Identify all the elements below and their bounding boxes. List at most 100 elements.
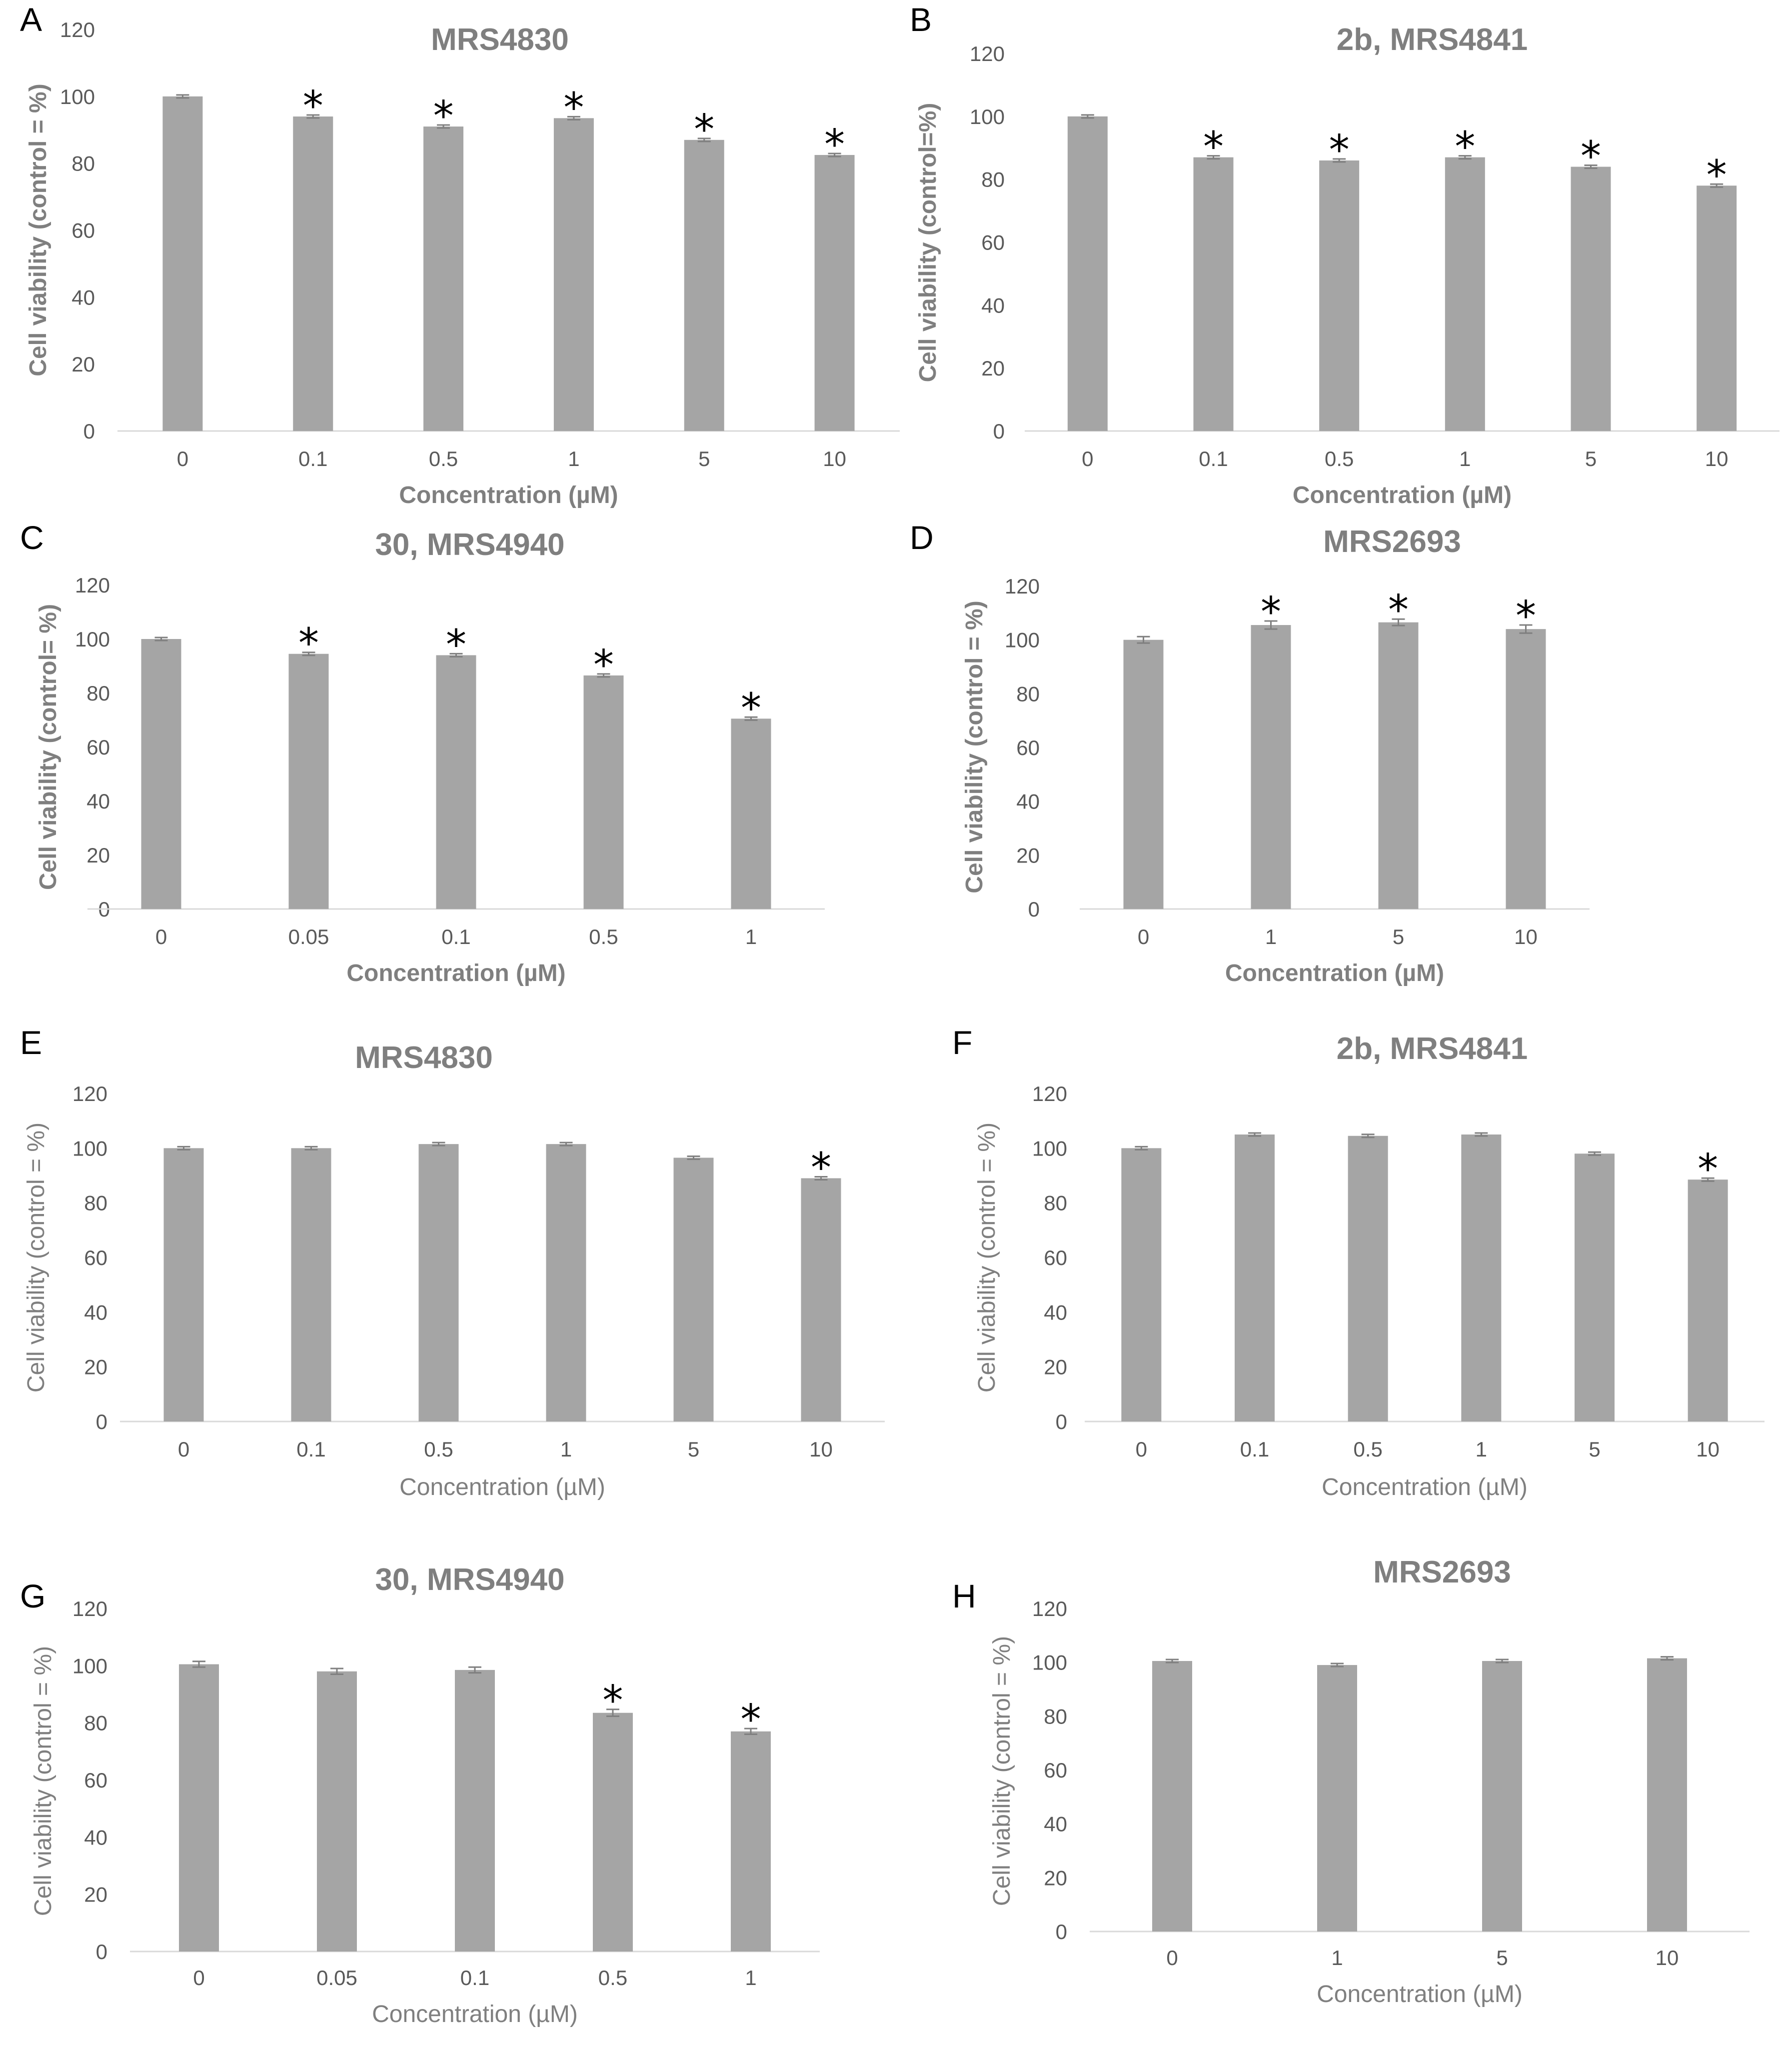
y-tick-label: 100 <box>1005 628 1040 652</box>
x-axis-title: Concentration (µM) <box>399 482 618 508</box>
chart-panel-b: B 2b, MRS4841 0 20 40 60 80 100 120 0 * 0.1 * 0.5 * 1 * 5… <box>910 1 1780 508</box>
x-tick-label: 0.1 <box>1199 447 1228 470</box>
y-tick-label: 100 <box>970 105 1005 128</box>
bar <box>1121 1148 1162 1422</box>
bar <box>163 1148 204 1422</box>
bar <box>1571 166 1611 431</box>
y-axis-title: Cell viability (control = %) <box>989 1636 1015 1906</box>
bar <box>1251 625 1291 909</box>
bar <box>1152 1660 1192 1932</box>
x-tick-label: 0 <box>178 1438 189 1461</box>
chart-title: MRS4830 <box>431 22 569 57</box>
y-tick-label: 0 <box>96 1410 107 1434</box>
bar <box>1378 622 1419 909</box>
error-bar <box>1137 636 1150 644</box>
chart-title: 30, MRS4940 <box>375 1562 564 1597</box>
y-tick-label: 60 <box>84 1246 107 1270</box>
y-tick-label: 60 <box>1016 736 1040 760</box>
error-bar <box>449 652 463 658</box>
error-bar <box>687 1155 700 1160</box>
y-tick-label: 60 <box>981 231 1005 254</box>
x-tick-label: 0.5 <box>598 1966 627 1990</box>
y-tick-label: 40 <box>981 294 1005 317</box>
y-tick-label: 120 <box>1005 574 1040 598</box>
y-tick-label: 120 <box>1032 1082 1067 1106</box>
bar <box>1317 1665 1357 1932</box>
bar <box>1348 1136 1388 1422</box>
error-bar <box>1584 164 1598 169</box>
x-axis-title: Concentration (µM) <box>1293 482 1512 508</box>
bar <box>1319 160 1360 432</box>
error-bar <box>432 1142 445 1146</box>
significance-star: * <box>824 121 845 168</box>
significance-star: * <box>446 621 466 668</box>
x-tick-label: 0.5 <box>1325 447 1354 470</box>
bar <box>418 1144 459 1422</box>
significance-star: * <box>1581 133 1601 180</box>
y-tick-label: 60 <box>84 1768 107 1792</box>
significance-star: * <box>593 642 614 689</box>
y-tick-label: 0 <box>1056 1410 1067 1434</box>
chart-panel-e: E MRS4830 0 20 40 60 80 100 120 0 0.1 0.5 1 5 * 10 Conce… <box>20 1024 885 1500</box>
bar <box>1688 1180 1728 1422</box>
chart-panel-g: G 30, MRS4940 0 20 40 60 80 100 120 0 0.05 0.1 * 0.5 *… <box>20 1562 820 2028</box>
bar <box>814 154 855 431</box>
x-tick-label: 0 <box>1136 1438 1147 1461</box>
y-axis-title: Cell viability (control=%) <box>915 103 941 382</box>
bar <box>162 96 203 432</box>
x-tick-label: 10 <box>823 447 846 470</box>
y-tick-label: 0 <box>96 1940 107 1964</box>
bar <box>317 1671 357 1952</box>
x-tick-label: 0 <box>177 447 188 470</box>
x-tick-label: 1 <box>568 447 579 470</box>
bar <box>291 1148 331 1422</box>
significance-star: * <box>563 84 584 132</box>
x-tick-label: 10 <box>809 1438 833 1461</box>
x-tick-label: 0 <box>1082 447 1093 470</box>
error-bar <box>1248 1132 1261 1137</box>
panel-letter: B <box>910 1 932 38</box>
error-bar <box>154 636 168 642</box>
error-bar <box>828 152 841 158</box>
significance-star: * <box>603 1677 623 1724</box>
significance-star: * <box>1516 592 1536 640</box>
y-tick-label: 120 <box>72 1597 107 1620</box>
y-tick-label: 20 <box>1044 1866 1067 1890</box>
y-tick-label: 80 <box>71 152 95 176</box>
bar <box>583 675 624 909</box>
y-tick-label: 80 <box>84 1712 107 1735</box>
chart-panel-h: H MRS2693 0 20 40 60 80 100 120 0 1 5 10 Concentratio… <box>952 1555 1750 2008</box>
x-tick-label: 5 <box>1496 1946 1508 1970</box>
bar <box>1482 1660 1522 1932</box>
bar <box>1193 157 1234 431</box>
significance-star: * <box>741 1696 761 1744</box>
bar <box>1506 629 1546 909</box>
panel-letter: E <box>20 1024 42 1061</box>
y-tick-label: 40 <box>71 286 95 309</box>
y-tick-label: 80 <box>84 1192 107 1215</box>
x-tick-label: 1 <box>1459 447 1471 470</box>
y-tick-label: 80 <box>1016 682 1040 706</box>
error-bar <box>330 1668 343 1675</box>
bar <box>553 118 594 431</box>
bar <box>1697 186 1737 431</box>
y-tick-label: 0 <box>1056 1920 1067 1944</box>
y-tick-label: 60 <box>1044 1246 1067 1270</box>
chart-title: MRS2693 <box>1323 524 1461 559</box>
error-bar <box>1588 1151 1601 1156</box>
y-axis-title: Cell viability (control = %) <box>25 84 51 376</box>
y-tick-label: 120 <box>60 18 95 42</box>
bar <box>546 1144 586 1422</box>
y-tick-label: 80 <box>86 682 110 705</box>
error-bar <box>304 1146 318 1150</box>
x-axis-title: Concentration (µM) <box>372 2001 578 2028</box>
significance-star: * <box>694 106 714 154</box>
x-axis-title: Concentration (µM) <box>1322 1474 1528 1500</box>
x-tick-label: 10 <box>1705 447 1729 470</box>
error-bar <box>176 94 189 99</box>
y-tick-label: 20 <box>1044 1356 1067 1379</box>
y-tick-label: 40 <box>1044 1812 1067 1836</box>
x-tick-label: 0.05 <box>288 925 329 948</box>
error-bar <box>1519 624 1533 634</box>
bar <box>288 654 329 909</box>
